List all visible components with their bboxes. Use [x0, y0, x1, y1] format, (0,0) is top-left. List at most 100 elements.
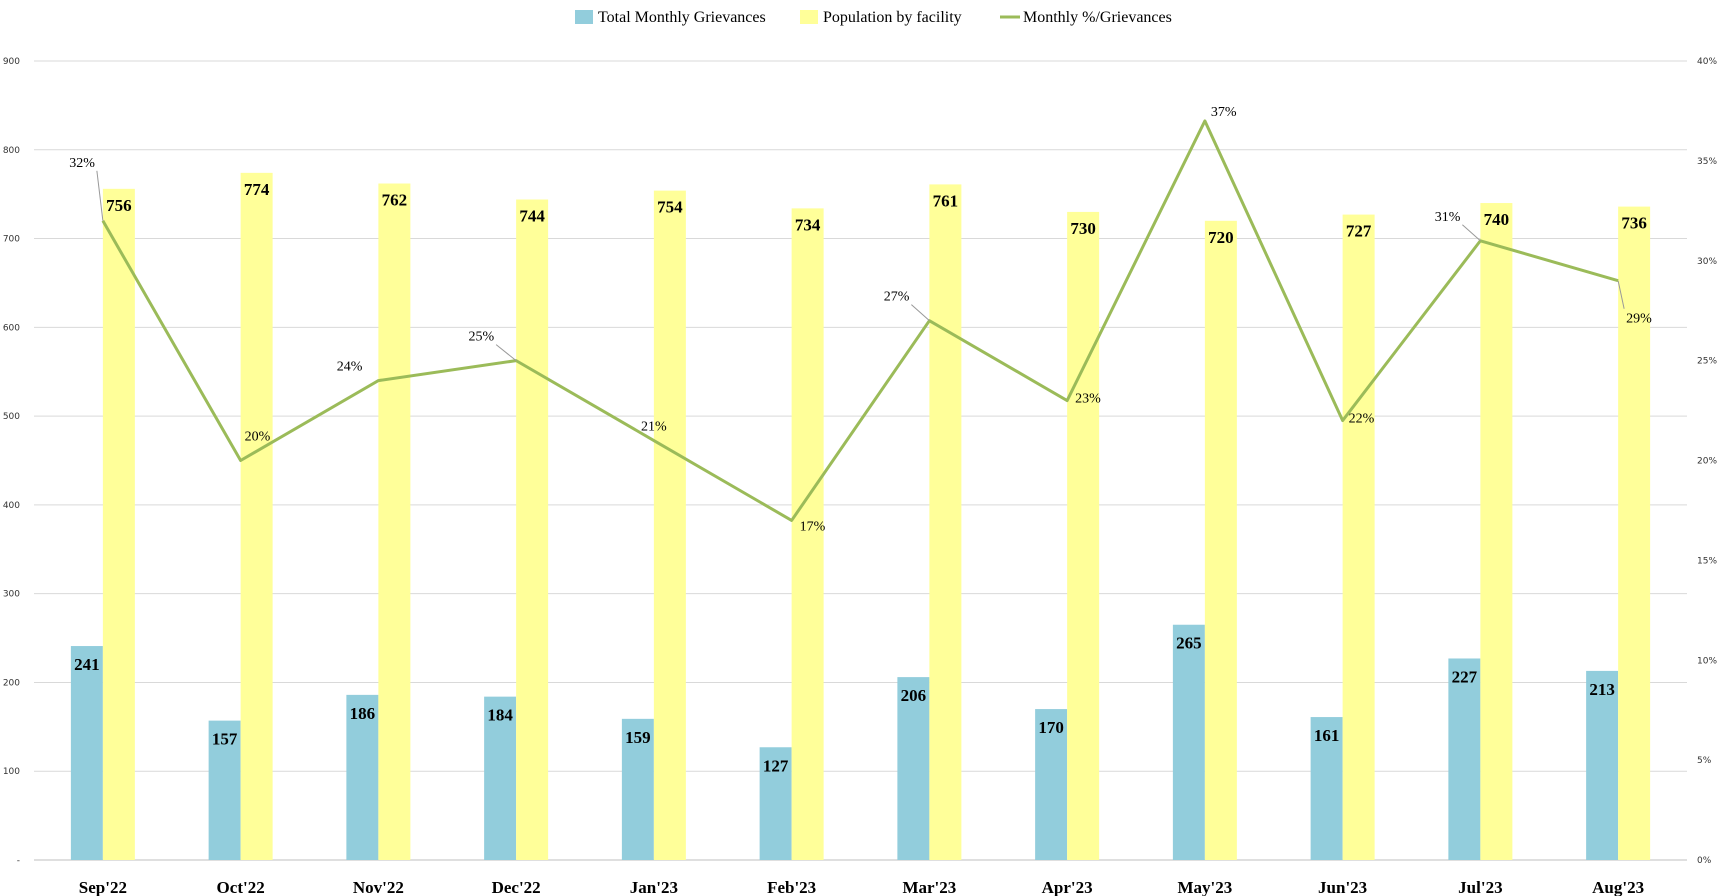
- data-label-population: 727: [1346, 222, 1372, 241]
- data-label-population: 762: [382, 191, 408, 210]
- y2-tick-label: 15%: [1697, 556, 1717, 566]
- y2-tick-label: 25%: [1697, 357, 1717, 367]
- data-label-grievances: 127: [763, 756, 789, 775]
- x-tick-label: May'23: [1177, 878, 1232, 896]
- data-label-percent: 25%: [468, 330, 494, 345]
- legend-label: Population by facility: [823, 9, 962, 26]
- bar-grievances: [208, 720, 241, 860]
- bar-population: [378, 183, 411, 861]
- data-label-population: 756: [106, 196, 132, 215]
- bar-population: [240, 172, 273, 861]
- data-label-grievances: 170: [1038, 718, 1064, 737]
- x-tick-label: Oct'22: [217, 878, 265, 896]
- percent-leader-line: [911, 304, 930, 322]
- bar-grievances: [484, 696, 517, 860]
- data-label-grievances: 161: [1314, 726, 1340, 745]
- y2-tick-label: 40%: [1697, 57, 1717, 67]
- y-tick-label: 600: [3, 323, 20, 333]
- bar-population: [1204, 220, 1237, 861]
- y2-tick-label: 10%: [1697, 656, 1717, 666]
- y-tick-label: 400: [3, 501, 20, 511]
- bar-grievances: [1310, 717, 1343, 860]
- data-label-percent: 37%: [1211, 105, 1237, 120]
- data-label-population: 761: [933, 191, 959, 210]
- percent-leader-line: [1462, 224, 1481, 242]
- data-label-grievances: 213: [1589, 680, 1615, 699]
- x-tick-label: Dec'22: [492, 878, 541, 896]
- data-label-population: 736: [1621, 214, 1647, 233]
- y-tick-label: 700: [3, 235, 20, 245]
- y-tick-label: 200: [3, 678, 20, 688]
- y-tick-label: -: [17, 856, 20, 866]
- x-tick-label: Jan'23: [630, 878, 678, 896]
- data-label-percent: 27%: [884, 290, 910, 305]
- data-label-percent: 31%: [1435, 210, 1461, 225]
- data-label-percent: 29%: [1626, 312, 1652, 327]
- x-tick-label: Sep'22: [79, 878, 127, 896]
- data-label-grievances: 186: [350, 704, 376, 723]
- legend-swatch: [575, 10, 593, 24]
- y-tick-label: 300: [3, 590, 20, 600]
- y2-tick-label: 20%: [1697, 457, 1717, 467]
- bar-grievances: [621, 718, 654, 860]
- data-label-grievances: 157: [212, 730, 238, 749]
- x-tick-label: Mar'23: [902, 878, 956, 896]
- line-monthly-percent: [101, 119, 1619, 522]
- legend-label: Monthly %/Grievances: [1023, 9, 1172, 26]
- data-label-grievances: 206: [901, 686, 927, 705]
- data-label-grievances: 184: [487, 706, 513, 725]
- x-tick-label: Apr'23: [1042, 878, 1093, 896]
- y-tick-label: 100: [3, 767, 20, 777]
- bar-grievances: [70, 646, 103, 860]
- percent-leader-line: [96, 170, 104, 221]
- bar-grievances: [1448, 658, 1481, 860]
- data-label-percent: 20%: [245, 430, 271, 445]
- y2-tick-label: 35%: [1697, 157, 1717, 167]
- y-tick-label: 900: [3, 57, 20, 67]
- percent-leader-line: [495, 344, 517, 362]
- data-label-percent: 24%: [337, 360, 363, 375]
- percent-leader-line: [1617, 280, 1625, 309]
- x-tick-label: Nov'22: [353, 878, 404, 896]
- legend-swatch: [800, 10, 818, 24]
- bar-population: [1618, 206, 1651, 860]
- data-label-grievances: 265: [1176, 634, 1202, 653]
- bar-grievances: [1035, 709, 1068, 860]
- bar-population: [1342, 214, 1375, 860]
- data-label-population: 774: [244, 180, 270, 199]
- bar-grievances: [897, 677, 930, 860]
- data-label-percent: 22%: [1349, 412, 1375, 427]
- data-label-grievances: 159: [625, 728, 651, 747]
- data-label-population: 734: [795, 215, 821, 234]
- x-tick-label: Aug'23: [1592, 878, 1644, 896]
- bar-population: [791, 208, 824, 861]
- bar-grievances: [346, 694, 379, 860]
- data-label-percent: 21%: [641, 420, 667, 435]
- data-label-population: 740: [1484, 210, 1510, 229]
- x-tick-label: Jul'23: [1458, 878, 1502, 896]
- x-tick-label: Jun'23: [1318, 878, 1367, 896]
- legend-label: Total Monthly Grievances: [598, 9, 766, 26]
- data-label-grievances: 241: [74, 655, 100, 674]
- y2-tick-label: 0%: [1697, 856, 1712, 866]
- data-label-population: 744: [519, 206, 545, 225]
- data-label-population: 754: [657, 198, 683, 217]
- bar-grievances: [1586, 670, 1619, 860]
- bar-grievances: [759, 747, 792, 860]
- data-label-grievances: 227: [1452, 667, 1478, 686]
- bar-population: [1067, 211, 1100, 860]
- bar-population: [1480, 203, 1513, 861]
- y-tick-label: 800: [3, 146, 20, 156]
- data-label-population: 730: [1070, 219, 1096, 238]
- bar-population: [102, 188, 135, 861]
- y2-tick-label: 5%: [1697, 756, 1712, 766]
- data-label-percent: 32%: [69, 156, 95, 171]
- bar-grievances: [1172, 624, 1205, 860]
- legend: Total Monthly Grievances Population by fa…: [575, 9, 1172, 26]
- data-label-population: 720: [1208, 228, 1234, 247]
- bar-population: [653, 190, 686, 861]
- x-tick-label: Feb'23: [767, 878, 816, 896]
- data-label-percent: 17%: [800, 519, 826, 534]
